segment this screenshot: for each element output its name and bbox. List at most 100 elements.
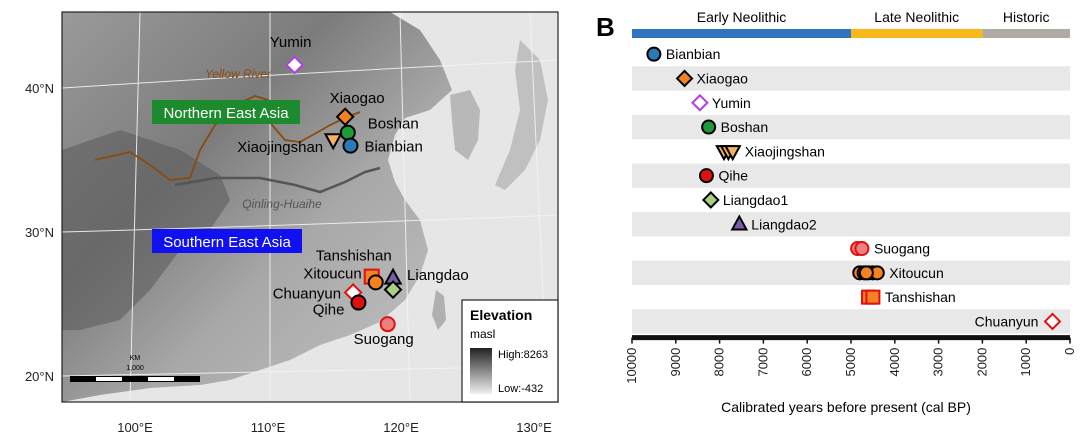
qinling-label: Qinling-Huaihe <box>242 197 322 211</box>
lat-ticks: 40°N 30°N 20°N <box>25 81 54 384</box>
scale-unit: KM <box>130 355 141 362</box>
site-label: Suogang <box>354 331 414 348</box>
lon-ticks: 100°E 110°E 120°E 130°E <box>117 420 552 435</box>
legend-title: Elevation <box>470 307 532 323</box>
x-tick-label: 10000 <box>624 348 639 384</box>
date-point <box>701 191 720 209</box>
row-label: Xiaojingshan <box>745 143 825 159</box>
row-label: Liangdao1 <box>723 192 789 208</box>
north-region-label: Northern East Asia <box>163 105 289 122</box>
x-axis-title: Calibrated years before present (cal BP) <box>721 399 971 415</box>
site-label: Boshan <box>368 116 419 133</box>
period-label: Early Neolithic <box>697 9 786 25</box>
row-band <box>632 212 1070 237</box>
date-point <box>730 214 749 231</box>
site-marker <box>379 316 396 333</box>
timeline-panel: B Early Neolithic Late Neolithic Historic … <box>596 9 1077 415</box>
x-tick-label: 1000 <box>1018 348 1033 377</box>
row-band <box>632 309 1070 334</box>
row-band <box>632 114 1070 140</box>
row-band <box>632 66 1070 91</box>
yellow-river <box>94 95 361 181</box>
row-band <box>632 260 1070 285</box>
date-point <box>691 93 709 112</box>
date-point <box>1043 312 1062 331</box>
japan <box>495 40 548 190</box>
date-point <box>723 145 742 162</box>
lat-tick-label: 30°N <box>25 225 54 240</box>
site-label: Liangdao <box>407 267 469 284</box>
legend-high: High:8263 <box>498 349 548 361</box>
site-marker <box>342 137 359 154</box>
lon-tick-label: 120°E <box>383 420 419 435</box>
lon-tick-label: 110°E <box>251 420 286 435</box>
map-sites: Yumin Xiaogao Boshan Bianbian Xiaojingshan Ta… <box>237 34 468 348</box>
lat-tick-label: 20°N <box>25 369 54 384</box>
x-tick-label: 0 <box>1062 348 1077 355</box>
korea <box>450 90 480 160</box>
site-marker <box>339 124 356 141</box>
period-segment <box>632 29 851 38</box>
period-bar: Early Neolithic Late Neolithic Historic <box>632 9 1070 38</box>
date-point <box>698 168 714 184</box>
x-axis: 10000 9000 8000 7000 6000 5000 4000 3000 2000 100… <box>624 335 1077 384</box>
site-marker <box>285 55 305 75</box>
row-label: Xiaogao <box>697 70 749 86</box>
x-tick-label: 8000 <box>712 348 727 377</box>
x-tick-label: 7000 <box>755 348 770 377</box>
site-label: Tanshishan <box>316 248 392 265</box>
south-label-box <box>152 229 302 253</box>
site-label: Xitoucun <box>303 265 361 282</box>
south-region-label: Southern East Asia <box>163 234 291 251</box>
x-tick-label: 2000 <box>974 348 989 377</box>
date-point <box>854 241 870 257</box>
qinling-huaihe-line <box>174 166 381 194</box>
period-segment <box>982 29 1070 38</box>
row-label: Bianbian <box>666 46 721 62</box>
site-label: Chuanyun <box>273 285 341 302</box>
row-band <box>632 163 1070 188</box>
legend-low: Low:-432 <box>498 383 543 395</box>
site-label: Xiaogao <box>330 90 385 107</box>
x-tick-label: 3000 <box>931 348 946 377</box>
elevation-legend: Elevation masl High:8263 Low:-432 <box>461 299 559 403</box>
row-label: Liangdao2 <box>751 216 817 232</box>
x-tick-label: 9000 <box>668 348 683 377</box>
row-label: Chuanyun <box>975 313 1039 329</box>
site-marker <box>383 280 403 300</box>
map-frame <box>61 11 559 403</box>
row-label: Qihe <box>718 168 748 184</box>
scale-bar <box>70 376 200 382</box>
site-label: Xiaojingshan <box>237 139 323 156</box>
panel-label-b: B <box>596 12 615 42</box>
date-point <box>858 265 874 281</box>
scale-value: 1,000 <box>126 365 144 372</box>
site-label: Qihe <box>313 302 345 319</box>
period-segment <box>851 29 983 38</box>
site-label: Bianbian <box>364 139 422 156</box>
row-label: Suogang <box>874 241 930 257</box>
date-point <box>865 289 881 305</box>
lon-tick-label: 130°E <box>516 420 552 435</box>
map-panel: KM 1,000 Northern East Asia Southern Eas… <box>25 11 559 435</box>
site-marker <box>367 274 384 291</box>
site-marker <box>350 294 367 311</box>
x-tick-label: 4000 <box>887 348 902 377</box>
date-point <box>675 69 694 88</box>
site-marker <box>335 107 355 127</box>
row-label: Yumin <box>712 95 751 111</box>
row-label: Boshan <box>721 119 768 135</box>
date-point <box>701 119 717 135</box>
river-label: Yellow River <box>205 67 272 81</box>
lat-tick-label: 40°N <box>25 81 54 96</box>
row-label: Xitoucun <box>889 265 943 281</box>
lon-tick-label: 100°E <box>117 420 153 435</box>
taiwan <box>432 290 446 330</box>
row-bands <box>632 66 1070 334</box>
row-label: Tanshishan <box>885 289 956 305</box>
site-marker <box>323 133 343 151</box>
x-tick-label: 6000 <box>799 348 814 377</box>
date-point <box>646 46 662 62</box>
legend-gradient <box>470 348 492 394</box>
